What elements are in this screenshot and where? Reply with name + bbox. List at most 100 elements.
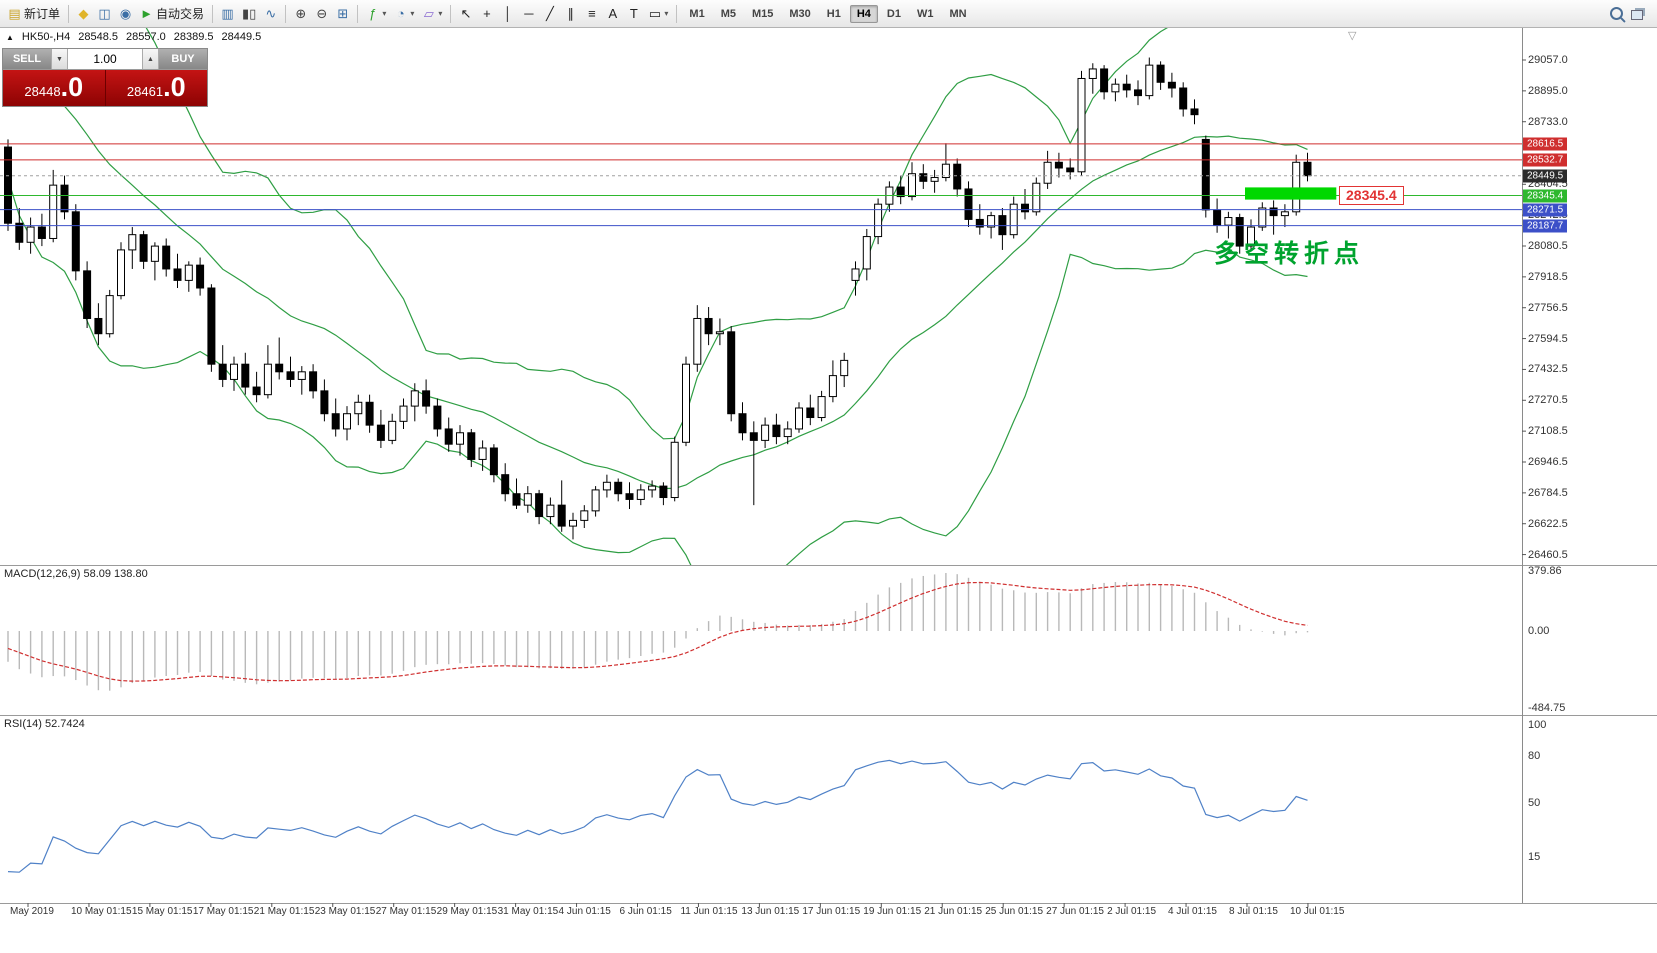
candle [840, 352, 849, 388]
line-chart-button[interactable]: ∿ [260, 3, 281, 24]
candle [501, 463, 510, 502]
candle [230, 356, 238, 391]
main-toolbar: ▤ 新订单 ◆ ◫ ◉ ► 自动交易 ▥ ▮▯ ∿ ⊕ ⊖ ⊞ ƒ ▾ ◔ ▾ ▱ ▾ ↖ + │ ─ ╱ ∥ ≡ A T ▭ ▾ M1 M… [0, 0, 1657, 28]
text-label-icon: T [629, 6, 638, 21]
volume-input[interactable]: 1.00 [68, 49, 142, 69]
dropdown-caret-icon: ▾ [410, 9, 415, 18]
candle-body [727, 331, 736, 415]
cursor-button[interactable]: ↖ [455, 3, 476, 24]
macd-panel [7, 573, 1309, 691]
new-order-icon: ▤ [8, 6, 21, 21]
highlight-rect[interactable] [1245, 187, 1337, 200]
volume-decrease-button[interactable]: ▼ [51, 49, 68, 69]
candle-body [60, 184, 69, 213]
candle [964, 181, 973, 228]
price-axis-label: 28080.5 [1528, 240, 1568, 252]
candle-body [569, 519, 577, 527]
timeframe-toolbar: M1 M5 M15 M30 H1 H4 D1 W1 MN [681, 4, 974, 23]
candle [422, 379, 431, 414]
candle-body [1054, 161, 1063, 169]
candle-body [512, 493, 521, 506]
date-axis-label: 4 Jun 01:15 [558, 906, 611, 917]
candle-body [94, 317, 103, 335]
candle-body [263, 363, 272, 396]
vertical-line-button[interactable]: │ [497, 3, 518, 24]
candle-body [953, 163, 962, 190]
sell-price-main: 28448 [24, 84, 61, 99]
timeframe-mn-button[interactable]: MN [949, 7, 967, 20]
text-label-button[interactable]: T [623, 3, 644, 24]
tile-windows-button[interactable]: ⊞ [332, 3, 353, 24]
date-axis-label: 19 Jun 01:15 [863, 906, 922, 917]
candle [26, 217, 35, 254]
sell-button[interactable]: SELL [3, 49, 51, 69]
templates-button[interactable]: ▱ ▾ [418, 3, 446, 24]
shapes-button[interactable]: ▭ ▾ [644, 3, 672, 24]
candle [162, 238, 171, 277]
market-watch-icon: ◫ [98, 6, 111, 21]
bar-chart-button[interactable]: ▥ [217, 3, 238, 24]
timeframe-h1-button[interactable]: H1 [826, 7, 841, 20]
price-axis-label: 27918.5 [1528, 270, 1568, 283]
metaeditor-button[interactable]: ◆ [73, 3, 94, 24]
candlestick-button[interactable]: ▮▯ [238, 3, 260, 24]
candle [783, 421, 792, 445]
timeframe-m30-button[interactable]: M30 [789, 7, 811, 20]
candle-body [1122, 83, 1131, 91]
buy-price-display[interactable]: 28461 .0 [105, 70, 207, 106]
text-button[interactable]: A [602, 3, 623, 24]
sell-price-display[interactable]: 28448 .0 [3, 70, 106, 106]
candle [1190, 99, 1199, 125]
trendline-button[interactable]: ╱ [539, 3, 560, 24]
buy-button[interactable]: BUY [159, 49, 207, 69]
navigator-button[interactable]: ◉ [115, 3, 136, 24]
price-axis-label: 26946.5 [1528, 456, 1568, 468]
price-annotation-label[interactable]: 28345.4 [1339, 186, 1404, 205]
fibonacci-button[interactable]: ≡ [581, 3, 602, 24]
timeframe-h4-button[interactable]: H4 [849, 4, 878, 23]
zoom-in-button[interactable]: ⊕ [290, 3, 311, 24]
timeframe-m15-button[interactable]: M15 [751, 7, 774, 20]
turning-point-annotation[interactable]: 多空转折点 [1214, 240, 1365, 268]
candle-body [184, 264, 193, 281]
horizontal-line-button[interactable]: ─ [518, 3, 539, 24]
window-button[interactable] [1627, 3, 1647, 24]
candle [636, 484, 645, 506]
candle [399, 398, 408, 429]
candle [1156, 61, 1165, 90]
timeframe-m1-button[interactable]: M1 [689, 7, 705, 20]
periods-button[interactable]: ◔ ▾ [390, 3, 418, 24]
new-order-button[interactable]: ▤ 新订单 [4, 3, 64, 24]
candle-body [987, 215, 996, 228]
candle-body [908, 173, 916, 198]
timeframe-d1-button[interactable]: D1 [886, 7, 901, 20]
candle [331, 398, 340, 437]
market-watch-button[interactable]: ◫ [94, 3, 115, 24]
search-button[interactable] [1606, 3, 1627, 24]
candle [885, 181, 894, 212]
candle [546, 497, 555, 525]
candle [953, 158, 962, 197]
candle-body [1280, 211, 1289, 217]
candle [908, 162, 916, 201]
candle [150, 242, 159, 281]
date-axis-label: 15 May 01:15 [131, 906, 193, 917]
crosshair-button[interactable]: + [476, 3, 497, 24]
candle [1167, 72, 1176, 98]
volume-increase-button[interactable]: ▲ [142, 49, 159, 69]
date-axis-label: 11 Jun 01:15 [680, 906, 738, 917]
candle [354, 394, 363, 426]
candle [682, 356, 690, 447]
autotrading-button[interactable]: ► 自动交易 [136, 3, 208, 24]
candle [1111, 78, 1120, 102]
chart-canvas[interactable] [0, 28, 1657, 953]
indicators-button[interactable]: ƒ ▾ [362, 3, 390, 24]
one-click-trading-panel: SELL ▼ 1.00 ▲ BUY 28448 .0 28461 .0 [2, 48, 208, 107]
zoom-out-button[interactable]: ⊖ [311, 3, 332, 24]
timeframe-m5-button[interactable]: M5 [720, 7, 736, 20]
candle [478, 440, 487, 471]
channel-button[interactable]: ∥ [560, 3, 581, 24]
candle [433, 398, 442, 437]
candle [941, 143, 950, 182]
timeframe-w1-button[interactable]: W1 [916, 7, 934, 20]
